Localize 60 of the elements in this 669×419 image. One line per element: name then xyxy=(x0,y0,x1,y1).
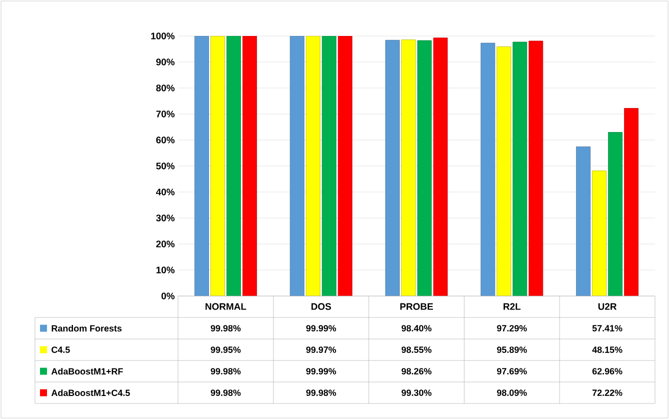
x-tick-label: DOS xyxy=(311,303,331,310)
data-label: 57.41% xyxy=(592,325,622,332)
data-label: 99.98% xyxy=(210,368,241,374)
y-tick-label: 10% xyxy=(156,266,175,274)
data-label: 48.15% xyxy=(592,346,622,353)
bar xyxy=(226,36,241,296)
data-label: 99.98% xyxy=(210,390,241,396)
bar xyxy=(480,42,496,296)
data-label: 72.22% xyxy=(592,390,622,396)
data-label: 98.09% xyxy=(497,390,527,396)
data-label: 98.55% xyxy=(402,346,432,353)
bar xyxy=(290,36,304,296)
bar xyxy=(194,36,209,296)
data-label: 99.98% xyxy=(306,390,336,396)
y-tick-label: 30% xyxy=(156,214,175,222)
data-label: 99.99% xyxy=(306,368,336,374)
y-tick-label: 60% xyxy=(156,136,175,144)
data-label: 99.95% xyxy=(210,346,241,353)
data-label: 97.29% xyxy=(497,325,527,332)
data-label: 98.40% xyxy=(402,325,432,332)
y-tick-label: 20% xyxy=(156,240,175,248)
bar xyxy=(401,40,416,296)
y-tick-label: 40% xyxy=(156,188,175,196)
y-tick-label: 90% xyxy=(156,58,175,66)
y-tick-label: 70% xyxy=(156,110,175,118)
y-tick-label: 80% xyxy=(156,84,175,92)
x-tick-label: PROBE xyxy=(400,303,433,310)
x-tick-label: NORMAL xyxy=(206,303,246,310)
bar xyxy=(385,40,400,296)
x-tick-label: R2L xyxy=(504,303,521,310)
bar xyxy=(496,46,512,296)
legend-label: C4.5 xyxy=(52,346,70,353)
data-label: 98.26% xyxy=(402,368,432,374)
bar xyxy=(322,36,336,296)
bar xyxy=(242,36,257,296)
bar xyxy=(528,40,544,296)
legend-label: AdaBoostM1+RF xyxy=(51,368,123,375)
data-label: 95.89% xyxy=(497,346,527,353)
x-tick-label: U2R xyxy=(598,303,617,310)
y-tick-label: 0% xyxy=(162,292,175,300)
data-label: 62.96% xyxy=(592,368,622,374)
bar xyxy=(576,146,591,296)
data-label: 99.97% xyxy=(306,346,336,353)
data-label: 99.99% xyxy=(306,325,336,332)
data-label: 99.98% xyxy=(210,325,241,332)
bar xyxy=(338,36,352,296)
y-tick-label: 100% xyxy=(151,32,175,40)
bar xyxy=(608,132,622,296)
bar xyxy=(306,36,320,296)
y-tick-label: 50% xyxy=(156,162,175,170)
bar xyxy=(624,108,638,296)
bar xyxy=(210,36,225,296)
data-label: 97.69% xyxy=(497,368,527,374)
bar xyxy=(417,40,432,296)
legend-label: Random Forests xyxy=(52,324,122,332)
bar xyxy=(512,42,528,296)
bar xyxy=(592,170,607,296)
legend-label: AdaBoostM1+C4.5 xyxy=(51,389,130,396)
data-label: 99.30% xyxy=(402,390,432,396)
bar xyxy=(433,38,448,296)
